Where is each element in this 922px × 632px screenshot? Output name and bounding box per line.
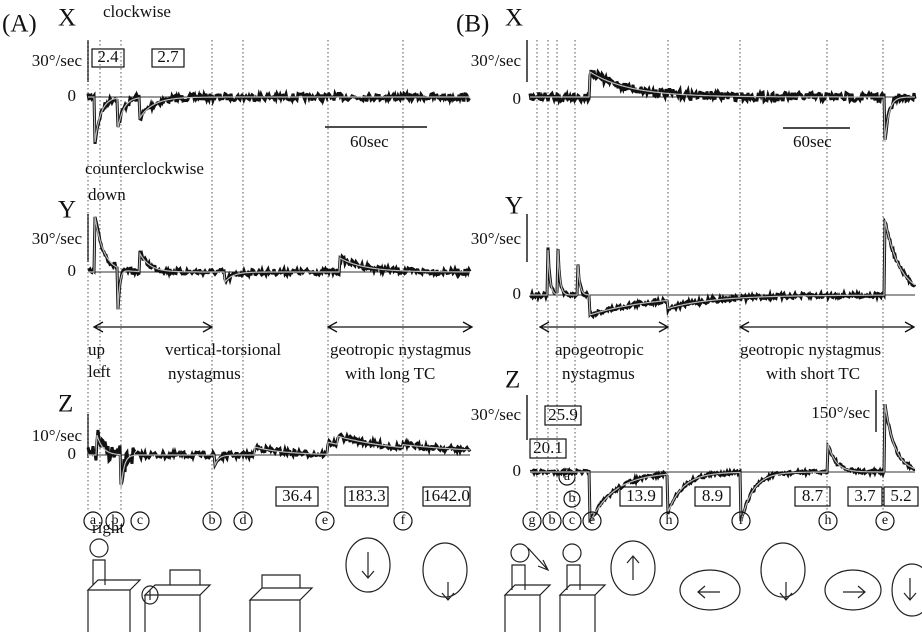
marker: g bbox=[529, 513, 536, 528]
phase-label: geotropic nystagmus bbox=[330, 340, 471, 359]
trace-label: Y bbox=[58, 197, 76, 224]
marker: c bbox=[137, 513, 143, 528]
direction-note: clockwise bbox=[103, 2, 171, 21]
model-fit bbox=[88, 97, 470, 142]
figure: (A) X clockwise 30°/sec 0 2.4 2.7 60sec … bbox=[0, 0, 922, 632]
panel-label: (B) bbox=[456, 11, 489, 38]
marker: f bbox=[401, 513, 406, 528]
zero-label: 0 bbox=[513, 461, 522, 480]
marker: b bbox=[112, 513, 119, 528]
time-constant: 8.7 bbox=[802, 486, 824, 505]
nystagmus-trace bbox=[530, 222, 915, 316]
time-constant: 1642.0 bbox=[423, 486, 470, 505]
phase-label: nystagmus bbox=[562, 364, 635, 383]
time-constant: 36.4 bbox=[282, 486, 312, 505]
scale-label: 150°/sec bbox=[811, 403, 870, 422]
trace-label: Y bbox=[505, 193, 523, 220]
time-constant: 13.9 bbox=[626, 486, 656, 505]
zero-label: 0 bbox=[513, 284, 522, 303]
scale-label: 30°/sec bbox=[471, 51, 522, 70]
marker: c bbox=[569, 513, 575, 528]
phase-label: vertical-torsional bbox=[165, 340, 281, 359]
nystagmus-trace bbox=[88, 94, 470, 144]
phase-arrow bbox=[328, 322, 472, 332]
scale-label: 30°/sec bbox=[32, 229, 83, 248]
zero-label: 0 bbox=[68, 261, 77, 280]
scale-label: 30°/sec bbox=[471, 229, 522, 248]
trace-label: X bbox=[58, 5, 76, 32]
phase-label: with long TC bbox=[345, 364, 435, 383]
zero-label: 0 bbox=[68, 444, 77, 463]
scale-label: 10°/sec bbox=[32, 426, 83, 445]
scale-label: 30°/sec bbox=[32, 51, 83, 70]
zero-label: 0 bbox=[513, 89, 522, 108]
zero-label: 0 bbox=[68, 86, 77, 105]
phase-arrow bbox=[94, 322, 212, 332]
time-constant: 3.7 bbox=[854, 486, 876, 505]
time-constant: 25.9 bbox=[548, 405, 578, 424]
marker: b bbox=[549, 513, 556, 528]
time-bar-label: 60sec bbox=[350, 132, 389, 151]
phase-label: nystagmus bbox=[168, 364, 241, 383]
direction-note: up bbox=[88, 340, 105, 359]
phase-label: with short TC bbox=[766, 364, 860, 383]
trace-label: Z bbox=[505, 367, 520, 394]
time-constant: 5.2 bbox=[890, 486, 911, 505]
time-constant: 8.9 bbox=[702, 486, 723, 505]
marker: a bbox=[90, 513, 97, 528]
marker: e bbox=[322, 513, 328, 528]
marker: b bbox=[569, 491, 576, 506]
direction-note: counterclockwise bbox=[85, 159, 204, 178]
phase-arrow bbox=[740, 322, 914, 332]
phase-label: apogeotropic bbox=[555, 340, 644, 359]
scale-label: 30°/sec bbox=[471, 405, 522, 424]
model-fit bbox=[530, 72, 915, 142]
posture-icons bbox=[88, 538, 922, 632]
panel-label: (A) bbox=[2, 11, 37, 38]
time-constant: 183.3 bbox=[347, 486, 385, 505]
phase-arrow bbox=[540, 322, 668, 332]
marker: e bbox=[589, 513, 595, 528]
marker: f bbox=[739, 513, 744, 528]
time-constant: 2.7 bbox=[157, 47, 179, 66]
nystagmus-trace bbox=[135, 434, 470, 465]
nystagmus-trace bbox=[88, 430, 135, 485]
phase-label: geotropic nystagmus bbox=[740, 340, 881, 359]
marker: e bbox=[882, 513, 888, 528]
nystagmus-trace bbox=[88, 217, 470, 309]
marker: d bbox=[240, 513, 247, 528]
marker: h bbox=[666, 513, 673, 528]
trace-label: Z bbox=[58, 391, 73, 418]
nystagmus-trace bbox=[530, 70, 915, 140]
time-bar-label: 60sec bbox=[793, 132, 832, 151]
marker: b bbox=[209, 513, 216, 528]
trace-label: X bbox=[505, 5, 523, 32]
direction-note: left bbox=[88, 362, 111, 381]
time-constant: 2.4 bbox=[97, 47, 119, 66]
marker: h bbox=[825, 513, 832, 528]
